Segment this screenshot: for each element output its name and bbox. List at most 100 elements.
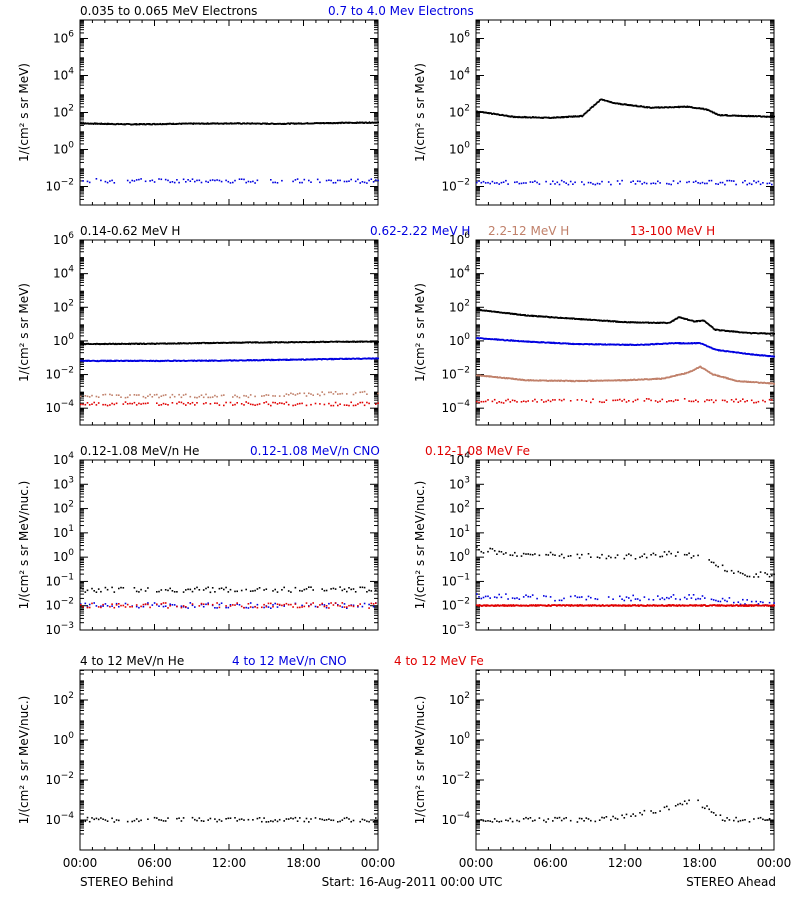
y-axis-label: 1/(cm² s sr MeV) [17,283,31,382]
y-tick-label: 10−4 [441,399,470,415]
data-point [323,393,326,396]
data-point [708,179,710,182]
data-point [133,401,136,404]
data-point [558,398,561,401]
data-point [254,404,256,406]
y-axis-label: 1/(cm² s sr MeV) [17,63,31,162]
data-point [296,403,299,405]
data-point [138,123,140,126]
data-point [634,399,637,402]
data-point [668,400,670,402]
data-point [265,401,268,403]
data-point [346,393,348,395]
data-point [632,400,634,403]
data-point [243,178,245,181]
data-point [576,399,579,401]
data-series [476,308,775,335]
data-point [252,180,254,183]
data-point [135,404,138,406]
data-point [299,392,301,395]
data-point [191,401,194,404]
data-point [670,183,672,186]
data-point [299,181,301,184]
data-point [348,180,350,182]
data-point [281,179,283,182]
data-point [529,181,532,183]
data-point [330,404,332,407]
data-point [207,396,209,399]
data-point [115,402,118,405]
data-point [126,396,129,399]
data-point [252,403,254,406]
data-point [129,394,131,396]
y-tick-label: 104 [449,265,470,281]
data-point [88,404,91,406]
data-point [569,180,572,183]
data-point [225,401,227,404]
data-point [339,179,341,182]
data-point [357,403,359,405]
data-point [287,394,290,396]
data-point [216,395,218,398]
data-point [276,403,279,405]
data-point [180,401,183,404]
y-tick-label: 104 [53,451,74,467]
data-point [330,179,332,182]
data-point [124,401,127,403]
data-point [292,180,294,183]
data-point [735,183,737,186]
data-point [249,403,252,406]
data-point [572,183,574,185]
data-point [674,399,677,401]
data-point [643,181,646,184]
data-point [332,404,335,407]
data-point [509,401,512,403]
data-point [350,178,352,181]
data-point [104,180,107,183]
data-point [303,392,306,395]
data-point [278,402,281,404]
data-point [86,395,89,398]
data-point [735,398,737,401]
data-point [565,182,567,184]
data-point [715,399,717,402]
data-point [149,393,151,396]
data-point [753,180,755,182]
data-point [346,404,348,406]
data-point [493,182,496,184]
data-point [534,180,536,182]
data-point [158,404,160,406]
data-point [138,402,140,405]
data-point [240,403,243,405]
data-point [639,180,641,183]
data-point [581,115,584,118]
data-point [189,403,192,405]
data-point [305,395,308,397]
data-point [265,394,268,396]
data-point [131,402,133,405]
data-point [363,390,366,393]
data-point [223,394,225,396]
data-point [692,181,695,183]
data-point [366,393,368,395]
data-point [310,181,312,183]
data-point [140,403,142,405]
y-tick-label: 103 [53,475,74,491]
data-point [319,394,321,397]
data-point [715,183,717,185]
chart-panel-0-0: 10−2 100 102 104 106 1/(cm² s sr MeV) 0.035 to… [17,4,474,206]
data-point [677,182,679,185]
data-point [560,179,563,182]
data-point [265,123,268,125]
data-point [545,180,547,183]
data-point [93,401,95,404]
data-point [581,399,583,401]
data-point [294,179,297,181]
data-point [610,183,612,186]
data-point [294,394,297,396]
data-point [270,179,272,181]
data-point [249,394,252,396]
data-point [245,395,247,397]
data-point [245,181,247,184]
data-point [585,111,588,114]
